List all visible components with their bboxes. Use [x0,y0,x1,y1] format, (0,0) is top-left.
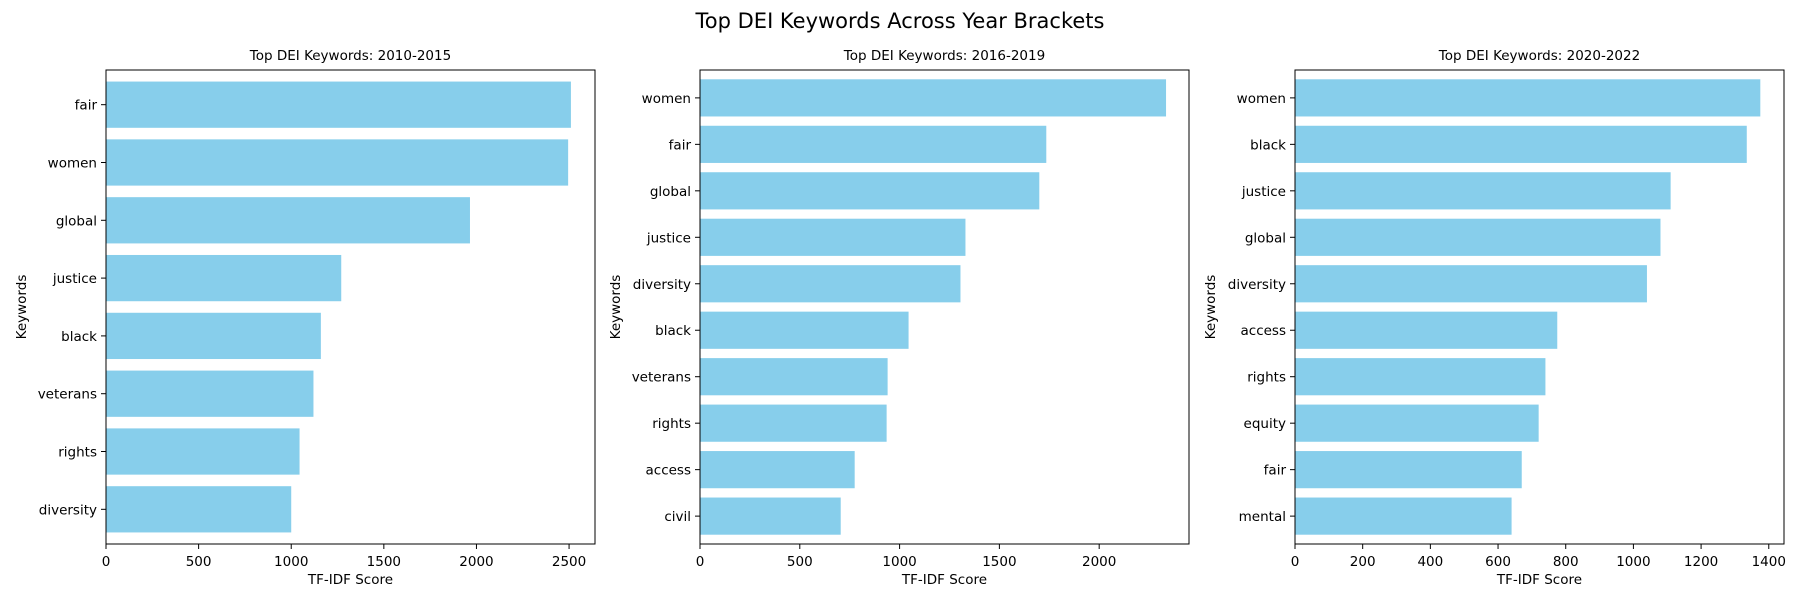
bar-women [700,79,1167,117]
y-tick-label: global [56,213,97,229]
bar-diversity [106,486,292,533]
y-tick-label: black [655,323,691,339]
y-tick-label: fair [75,98,98,114]
x-tick-label: 0 [102,554,111,570]
bar-civil [700,497,841,535]
bar-global [700,172,1040,210]
bar-equity [1295,404,1539,442]
bar-diversity [700,265,961,303]
plot-frame [105,69,596,545]
chart-panel: women black justice global diversity access ri… [1203,48,1786,588]
bar-justice [1295,172,1671,210]
x-tick-label: 2000 [1082,554,1116,570]
bar-fair [1295,451,1522,489]
bar-black [1295,125,1747,163]
bar-rights [106,428,300,475]
y-axis-label: Keywords [14,275,30,340]
y-tick-label: veterans [632,370,691,386]
bar-veterans [700,358,888,396]
x-tick-label: 0 [696,554,705,570]
x-tick-label: 1000 [274,554,308,570]
y-tick-label: women [642,91,691,107]
bar-justice [700,218,966,256]
x-tick-label: 2000 [459,554,493,570]
bar-global [106,197,470,244]
figure-title: Top DEI Keywords Across Year Brackets [695,9,1105,33]
bar-justice [106,254,342,302]
chart-title: Top DEI Keywords: 2020-2022 [1438,48,1640,64]
y-tick-label: mental [1239,509,1286,525]
x-tick-label: 500 [787,554,813,570]
bar-fair [106,81,571,128]
chart-panel: women fair global justice diversity black vete… [608,48,1190,588]
x-axis-label: TF-IDF Score [1496,572,1582,588]
bar-global [1295,218,1661,256]
x-axis-label: TF-IDF Score [307,572,393,588]
y-tick-label: rights [1247,370,1286,386]
x-tick-label: 600 [1485,554,1511,570]
x-tick-label: 500 [186,554,212,570]
bar-rights [1295,358,1546,396]
x-tick-label: 1400 [1752,554,1786,570]
x-tick-label: 1000 [1616,554,1650,570]
y-tick-label: justice [52,271,97,287]
y-tick-label: equity [1244,416,1286,432]
bar-access [1295,311,1558,349]
plot-frame [1294,69,1785,545]
bar-diversity [1295,265,1647,303]
y-tick-label: women [1237,91,1286,107]
bar-veterans [106,370,314,417]
chart-panels: fair women global justice black veterans right… [14,48,1786,588]
x-tick-label: 2500 [552,554,586,570]
y-tick-label: global [1245,230,1286,246]
plot-frame [699,69,1190,545]
y-tick-label: fair [1264,463,1287,479]
chart-title: Top DEI Keywords: 2010-2015 [249,48,451,64]
y-tick-label: rights [58,445,97,461]
y-tick-label: fair [669,137,692,153]
y-tick-label: black [61,329,97,345]
bar-access [700,451,855,489]
x-tick-label: 200 [1350,554,1376,570]
y-tick-label: women [48,155,97,171]
bar-black [700,311,909,349]
y-tick-label: diversity [39,502,97,518]
bar-rights [700,404,887,442]
bar-women [1295,79,1761,117]
x-tick-label: 0 [1291,554,1300,570]
x-tick-label: 1000 [882,554,916,570]
y-tick-label: diversity [633,277,691,293]
y-tick-label: justice [1241,184,1286,200]
y-tick-label: access [1241,323,1287,339]
x-tick-label: 400 [1417,554,1443,570]
x-tick-label: 1500 [982,554,1016,570]
y-tick-label: global [650,184,691,200]
bar-mental [1295,497,1512,535]
y-tick-label: justice [646,230,691,246]
bar-black [106,312,321,360]
chart-panel: fair women global justice black veterans right… [14,48,596,588]
y-axis-label: Keywords [1203,275,1219,340]
y-tick-label: civil [664,509,691,525]
x-axis-label: TF-IDF Score [901,572,987,588]
y-tick-label: diversity [1228,277,1286,293]
bar-fair [700,125,1047,163]
chart-title: Top DEI Keywords: 2016-2019 [843,48,1045,64]
y-tick-label: black [1250,137,1286,153]
y-tick-label: veterans [38,387,97,403]
y-axis-label: Keywords [608,275,624,340]
x-tick-label: 800 [1553,554,1579,570]
y-tick-label: access [646,463,692,479]
bar-women [106,139,569,186]
x-tick-label: 1500 [367,554,401,570]
y-tick-label: rights [652,416,691,432]
x-tick-label: 1200 [1684,554,1718,570]
